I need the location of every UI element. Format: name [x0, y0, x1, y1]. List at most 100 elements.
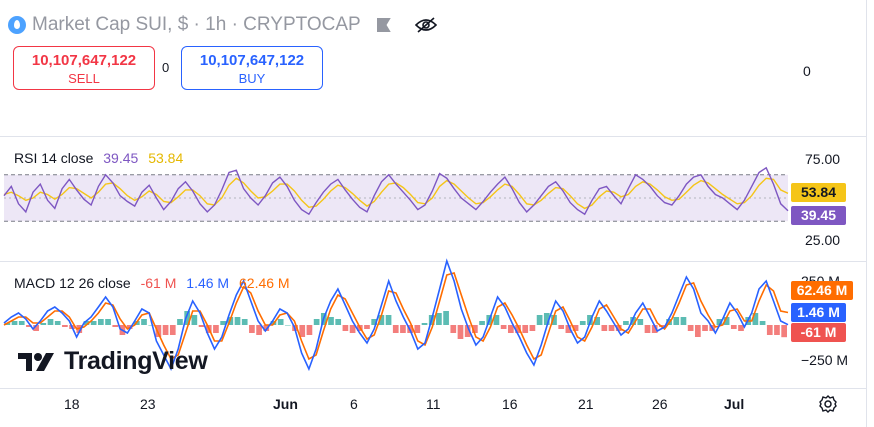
time-tick-label: 18 [64, 396, 80, 412]
macd-hist-bar [702, 325, 708, 331]
price-axis-zero: 0 [803, 63, 811, 79]
macd-hist-bar [759, 321, 766, 325]
macd-hist-bar [601, 325, 608, 331]
macd-hist-bar [83, 321, 90, 325]
macd-hist-bar [213, 325, 219, 333]
macd-line-tag: 1.46 M [791, 303, 846, 322]
macd-hist-bar [62, 325, 68, 327]
macd-hist-bar [493, 315, 500, 325]
macd-line [3, 258, 789, 372]
hide-eye-icon[interactable] [414, 17, 437, 33]
macd-hist-bar [687, 325, 694, 331]
macd-hist-bar [169, 325, 176, 335]
macd-hist-bar [249, 325, 255, 333]
macd-hist-bar [18, 321, 25, 325]
macd-hist-bar [277, 319, 284, 325]
macd-hist-bar [371, 319, 378, 325]
macd-hist-bar [716, 319, 723, 325]
macd-hist-bar [529, 325, 536, 331]
macd-hist-bar [40, 323, 47, 325]
time-tick-label: Jul [724, 396, 745, 412]
symbol-title[interactable]: Market Cap SUI, $ · 1h · CRYPTOCAP [32, 14, 361, 35]
macd-hist-bar [730, 325, 737, 329]
macd-hist-bar [11, 321, 18, 325]
macd-hist-bar [162, 325, 169, 335]
macd-hist-bar [464, 325, 471, 337]
macd-hist-bar [457, 325, 464, 339]
macd-hist-bar [54, 321, 61, 325]
macd-hist-bar [443, 311, 449, 325]
macd-hist-bar [723, 317, 730, 325]
macd-hist-bar [522, 325, 529, 333]
time-tick-label: Jun [273, 396, 298, 412]
rsi-ma-line [3, 177, 789, 210]
macd-hist-bar [637, 319, 644, 325]
buy-button[interactable]: 10,107,647,122 BUY [181, 46, 323, 90]
sell-button[interactable]: 10,107,647,122 SELL [13, 46, 155, 90]
macd-hist-bar [774, 325, 780, 335]
rsi-legend-name: RSI 14 close [14, 150, 94, 166]
macd-hist-bar [112, 325, 119, 327]
macd-hist-bar [98, 319, 104, 325]
macd-hist-bar [414, 325, 421, 333]
buy-price: 10,107,647,122 [199, 52, 305, 69]
rsi-value-tag: 39.45 [791, 206, 846, 225]
macd-hist-bar [385, 315, 392, 325]
macd-hist-bar [615, 325, 622, 331]
macd-hist-bar [105, 319, 111, 325]
macd-hist-bar [551, 315, 557, 325]
tradingview-logo[interactable]: TradingView [18, 347, 208, 376]
time-tick-label: 16 [502, 396, 518, 412]
macd-hist-bar [766, 325, 773, 335]
macd-hist-bar [673, 317, 680, 325]
macd-hist-bar [450, 325, 457, 333]
macd-hist-bar [155, 325, 162, 337]
time-tick-label: 21 [578, 396, 594, 412]
macd-hist-bar [752, 313, 759, 325]
macd-hist-bar [400, 325, 406, 333]
time-tick-label: 11 [426, 396, 441, 412]
macd-hist-bar [191, 315, 198, 325]
macd-hist-bar [285, 325, 291, 326]
macd-hist-bar [342, 325, 349, 331]
time-tick-label: 23 [140, 396, 156, 412]
time-tick-label: 6 [350, 396, 358, 412]
rsi-legend[interactable]: RSI 14 close 39.45 53.84 [14, 150, 189, 166]
buy-label: BUY [238, 71, 266, 86]
pane-separator-top[interactable] [0, 136, 866, 137]
rsi-legend-ma: 53.84 [148, 150, 184, 166]
macd-hist-bar [364, 325, 370, 329]
macd-hist-bar [335, 319, 342, 325]
macd-hist-bar [500, 325, 507, 329]
rsi-line [3, 166, 789, 216]
macd-legend-signal: 62.46 M [239, 275, 290, 291]
settings-gear-icon[interactable] [818, 394, 838, 414]
macd-hist-bar [263, 325, 270, 331]
rsi-tick-75: 75.00 [805, 151, 841, 167]
macd-tick-bottom: −250 M [801, 352, 849, 368]
macd-hist-bar [26, 325, 32, 327]
macd-hist-bar [472, 325, 478, 333]
macd-hist-bar [644, 325, 651, 333]
time-axis-border [0, 388, 866, 389]
macd-hist-bar [421, 323, 428, 325]
rsi-tick-25: 25.00 [805, 232, 841, 248]
macd-hist-bar [515, 325, 521, 333]
macd-legend[interactable]: MACD 12 26 close -61 M 1.46 M 62.46 M [14, 275, 296, 291]
macd-hist-bar [587, 315, 593, 325]
sell-price: 10,107,647,122 [31, 52, 137, 69]
macd-hist-bar [90, 321, 97, 325]
macd-hist-bar [256, 325, 262, 335]
flag-icon[interactable] [376, 18, 391, 32]
macd-hist-bar [436, 313, 442, 325]
macd-hist-bar [543, 313, 550, 325]
tradingview-wordmark: TradingView [64, 347, 208, 375]
macd-signal-tag: 62.46 M [791, 281, 853, 300]
macd-legend-hist: -61 M [140, 275, 177, 291]
macd-hist-bar [220, 321, 226, 325]
macd-hist-bar [198, 325, 205, 327]
macd-hist-bar [694, 325, 701, 337]
spread-value: 0 [162, 60, 170, 75]
pane-separator-bottom[interactable] [0, 261, 866, 262]
